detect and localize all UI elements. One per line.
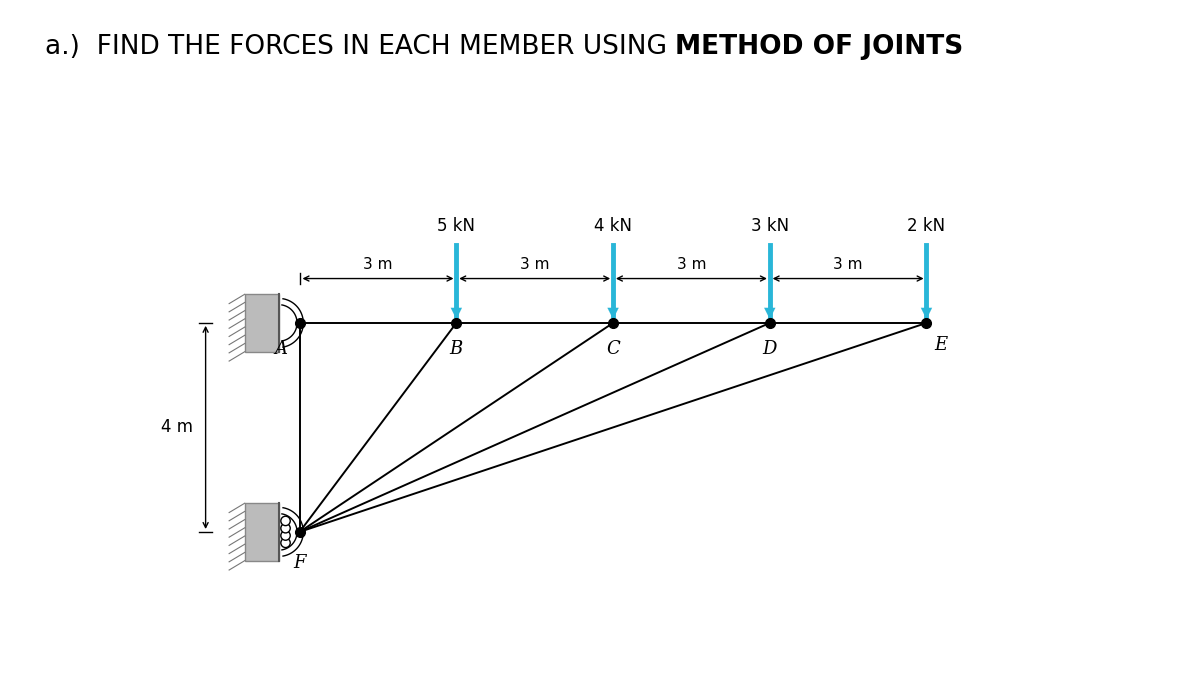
Circle shape: [281, 538, 290, 548]
Bar: [245, 503, 278, 560]
Text: 5 kN: 5 kN: [437, 217, 475, 235]
Circle shape: [281, 516, 290, 526]
Text: C: C: [606, 339, 620, 358]
Circle shape: [281, 531, 290, 540]
Text: a.)  FIND THE FORCES IN EACH MEMBER USING: a.) FIND THE FORCES IN EACH MEMBER USING: [46, 34, 676, 60]
Text: F: F: [293, 554, 306, 572]
Text: 3 m: 3 m: [833, 257, 863, 272]
Circle shape: [281, 523, 290, 533]
Text: D: D: [762, 339, 776, 358]
Text: 4 m: 4 m: [161, 418, 192, 437]
Text: METHOD OF JOINTS: METHOD OF JOINTS: [676, 34, 964, 60]
Text: 3 m: 3 m: [677, 257, 706, 272]
Text: E: E: [935, 336, 948, 354]
Text: 4 kN: 4 kN: [594, 217, 632, 235]
Text: B: B: [450, 339, 463, 358]
Text: 3 kN: 3 kN: [751, 217, 788, 235]
Text: 2 kN: 2 kN: [907, 217, 946, 235]
Text: 3 m: 3 m: [520, 257, 550, 272]
Bar: [245, 294, 278, 352]
Text: 3 m: 3 m: [364, 257, 392, 272]
Text: A: A: [275, 339, 288, 358]
